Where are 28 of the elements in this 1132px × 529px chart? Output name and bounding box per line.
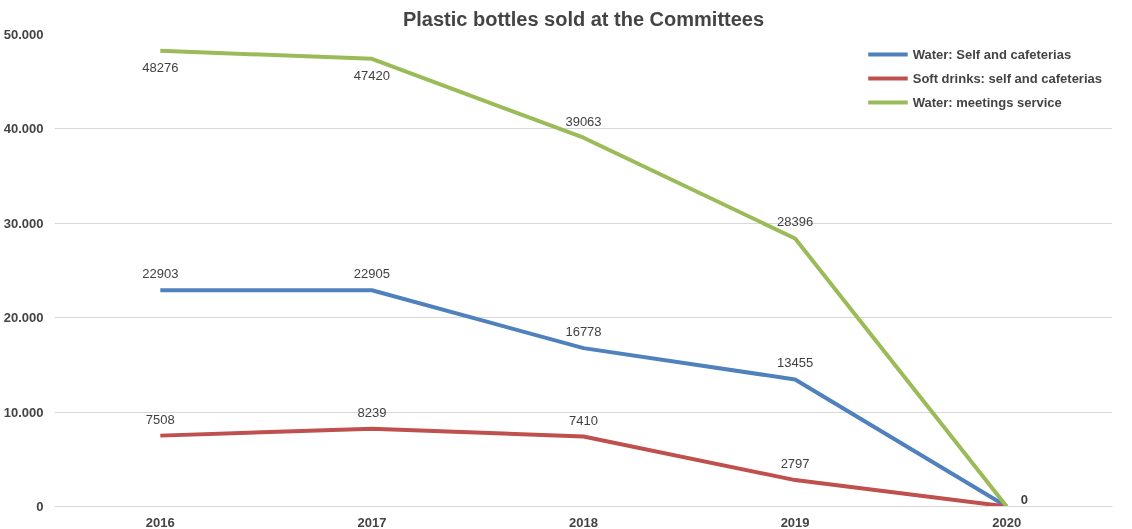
y-tick-label: 20.000 — [3, 310, 44, 326]
data-label: 8239 — [357, 404, 387, 420]
y-tick-label: 40.000 — [3, 121, 44, 137]
data-label: 39063 — [565, 113, 602, 129]
x-tick-label: 2017 — [357, 514, 387, 529]
data-label: 22905 — [353, 266, 390, 282]
legend-label: Water: Self and cafeterias — [912, 46, 1072, 62]
chart-title: Plastic bottles sold at the Committees — [402, 7, 765, 30]
y-tick-label: 10.000 — [3, 404, 44, 420]
x-tick-label: 2020 — [992, 514, 1022, 529]
data-label: 47420 — [353, 67, 390, 83]
x-tick-label: 2016 — [145, 514, 175, 529]
data-label: 16778 — [565, 324, 602, 340]
y-tick-label: 50.000 — [3, 27, 44, 42]
data-label: 22903 — [142, 266, 179, 282]
data-label: 13455 — [777, 355, 814, 371]
legend-label: Soft drinks: self and cafeterias — [912, 70, 1102, 86]
data-label: 7410 — [569, 412, 598, 428]
data-label: 2797 — [780, 456, 810, 472]
legend-label: Water: meetings service — [912, 94, 1062, 110]
data-label: 7508 — [145, 411, 175, 427]
data-label: 48276 — [142, 59, 179, 75]
data-label: 0 — [1020, 491, 1028, 507]
x-tick-label: 2018 — [569, 514, 598, 529]
x-tick-label: 2019 — [780, 514, 810, 529]
y-tick-label: 30.000 — [3, 215, 44, 231]
data-label: 28396 — [777, 214, 814, 230]
y-tick-label: 0 — [36, 499, 44, 514]
